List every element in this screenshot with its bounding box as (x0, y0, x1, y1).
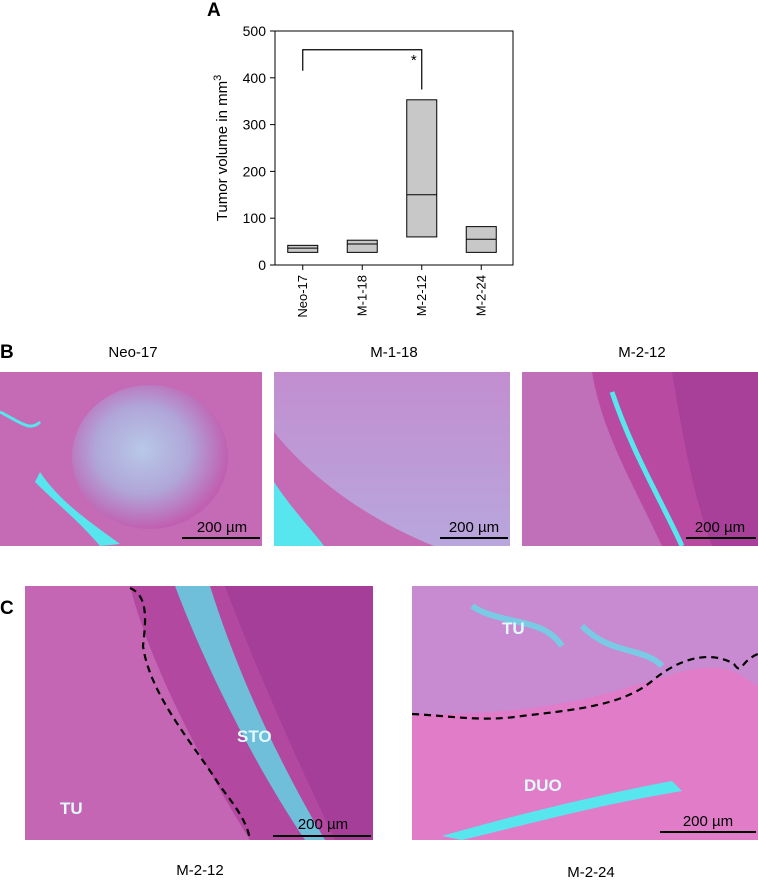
y-tick-label: 300 (243, 117, 267, 133)
panel-b-caption-3: M-2-12 (618, 344, 666, 361)
y-tick-label: 200 (243, 163, 267, 179)
histology-image-m118: 200 µm (274, 372, 510, 546)
panel-letter-b: B (0, 342, 14, 363)
y-axis-label: Tumor volume in mm3 (212, 75, 231, 221)
x-tick-label: Neo-17 (295, 275, 310, 318)
histology-image-neo17: 200 µm (0, 372, 262, 546)
box-plot-chart: 0 100 200 300 400 500 Tumor volume in mm3 Neo-1… (212, 23, 514, 318)
panel-letter-c: C (0, 598, 14, 619)
box-m-2-12 (406, 99, 438, 238)
scalebar-label-b3: 200 µm (695, 519, 745, 536)
panel-c-caption-1: M-2-12 (176, 862, 224, 879)
x-tick-label: M-2-12 (414, 275, 429, 316)
histology-image-m224: TU DUO 200 µm (412, 586, 758, 840)
panel-letter-a: A (207, 0, 221, 21)
panel-b-caption-2: M-1-18 (370, 344, 418, 361)
panel-c-caption-2: M-2-24 (567, 864, 615, 881)
histology-image-m212-large: STO TU 200 µm (25, 586, 373, 840)
tissue-label-tu-right: TU (502, 619, 525, 638)
scalebar-label-c2: 200 µm (683, 813, 733, 830)
box-m-1-18 (346, 239, 378, 253)
histology-image-m212-small: 200 µm (522, 372, 758, 546)
significance-bracket (302, 49, 423, 90)
significance-mark: * (411, 52, 417, 69)
panel-b-caption-1: Neo-17 (108, 344, 158, 361)
box-neo-17 (287, 244, 319, 253)
tissue-label-sto: STO (237, 727, 272, 746)
y-axis-label-superscript: 3 (212, 75, 224, 81)
scalebar-label-b2: 200 µm (449, 519, 499, 536)
x-tick-label: M-2-24 (473, 275, 488, 316)
x-tick-label: M-1-18 (354, 275, 369, 316)
y-tick-label: 100 (243, 210, 267, 226)
y-tick-label: 400 (243, 70, 267, 86)
y-tick-label: 500 (243, 23, 267, 39)
scalebar-label-b1: 200 µm (197, 519, 247, 536)
tissue-label-tu-left: TU (60, 799, 83, 818)
y-tick-label: 0 (258, 257, 266, 273)
plot-frame (274, 30, 514, 266)
tissue-label-duo: DUO (524, 776, 562, 795)
scalebar-label-c1: 200 µm (298, 816, 348, 833)
